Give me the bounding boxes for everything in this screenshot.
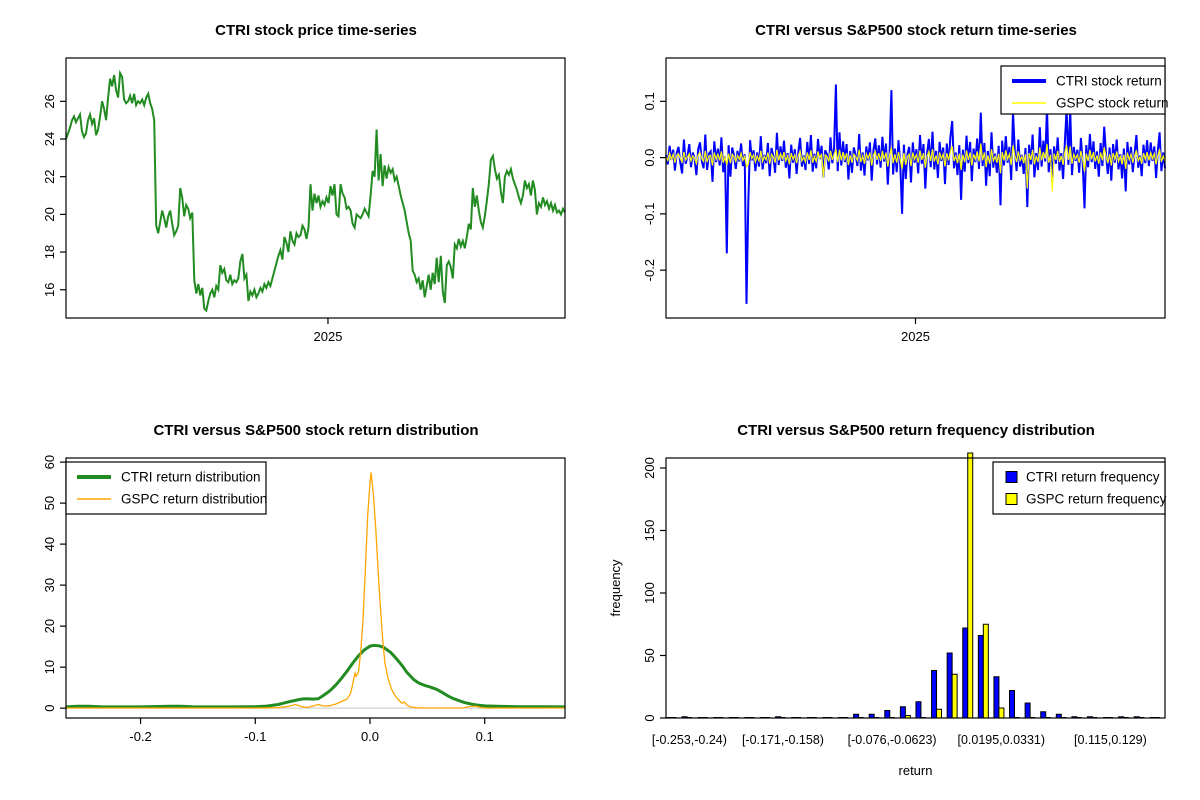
chart-title-frequency: CTRI versus S&P500 return frequency dist… — [737, 422, 1095, 439]
legend-label-1: GSPC stock return — [1056, 96, 1169, 111]
legend-key-box-1 — [1005, 493, 1018, 505]
y-tick-label: 16 — [42, 283, 57, 297]
series-line-1 — [665, 143, 1166, 192]
bin-label: [-0.171,-0.158) — [742, 733, 824, 747]
y-tick-label: 0.0 — [642, 149, 657, 167]
panel-price-timeseries: CTRI stock price time-series 16 18 20 22 24 2… — [0, 0, 600, 400]
bar-gspc-bin17 — [936, 708, 943, 719]
panel-background — [0, 400, 600, 800]
chart-title-price: CTRI stock price time-series — [215, 22, 417, 39]
legend-label-1: GSPC return frequency — [1026, 492, 1167, 507]
chart-title-returns: CTRI versus S&P500 stock return time-ser… — [755, 22, 1077, 39]
x-tick-label: 0.1 — [476, 729, 494, 744]
return-distribution-chart: 0 10 20 30 40 50 60 -0.2 -0.1 0.0 0.1 CTRI return d… — [0, 400, 600, 800]
bar-gspc-bin21 — [998, 707, 1005, 719]
y-tick-label: -0.2 — [642, 259, 657, 281]
y-tick-label: 20 — [42, 207, 57, 221]
legend: CTRI stock return GSPC stock return — [1000, 65, 1169, 115]
return-frequency-chart: 0 50 100 150 200 [-0.253,-0.24) [-0.171,-0.158… — [600, 400, 1200, 800]
plot-box — [65, 457, 566, 719]
y-tick-label: 150 — [642, 520, 657, 542]
bar-ctri-bin18 — [946, 652, 953, 719]
bar-ctri-bin19 — [962, 627, 969, 719]
bar-ctri-bin22 — [1009, 690, 1016, 719]
legend-box — [65, 461, 267, 515]
y-tick-label: 18 — [42, 245, 57, 259]
y-tick-label: 20 — [42, 619, 57, 633]
x-axis-label: return — [899, 763, 933, 778]
x-tick-label: 0.0 — [361, 729, 379, 744]
x-tick-label: -0.2 — [129, 729, 151, 744]
y-tick-label: 50 — [642, 648, 657, 662]
legend-box — [1000, 65, 1166, 115]
y-tick-label: 30 — [42, 578, 57, 592]
series-line-0 — [65, 69, 566, 313]
legend: CTRI return frequency GSPC return frequen… — [992, 461, 1167, 515]
return-timeseries-chart: -0.2 -0.1 0.0 0.1 2025 CTRI stock return GSPC … — [600, 0, 1200, 400]
bar-gspc-bin18 — [951, 673, 958, 719]
y-tick-label: 0 — [42, 705, 57, 712]
y-tick-label: 60 — [42, 455, 57, 469]
plot-box — [665, 457, 1166, 719]
x-tick-label: -0.1 — [244, 729, 266, 744]
bar-gspc-bin19 — [967, 452, 974, 719]
bin-label: [-0.253,-0.24) — [652, 733, 727, 747]
y-axis-label: frequency — [608, 559, 623, 617]
legend-key-box-0 — [1005, 471, 1018, 483]
y-tick-label: 26 — [42, 94, 57, 108]
bar-ctri-bin20 — [977, 635, 984, 719]
bin-label: [0.115,0.129) — [1074, 733, 1147, 747]
bar-ctri-bin16 — [915, 701, 922, 719]
y-tick-label: 22 — [42, 169, 57, 183]
legend-label-0: CTRI return distribution — [121, 470, 261, 485]
series-line-0 — [65, 643, 566, 709]
panel-return-frequency: CTRI versus S&P500 return frequency dist… — [600, 400, 1200, 800]
panel-return-timeseries: CTRI versus S&P500 stock return time-ser… — [600, 0, 1200, 400]
bin-label: [-0.076,-0.0623) — [848, 733, 937, 747]
bar-ctri-bin14 — [884, 710, 891, 719]
y-tick-label: 200 — [642, 457, 657, 479]
bar-ctri-bin15 — [899, 706, 906, 719]
panel-background — [600, 0, 1200, 400]
bar-gspc-bin20 — [982, 623, 989, 719]
x-tick-label: 2025 — [901, 329, 930, 344]
y-tick-label: 40 — [42, 537, 57, 551]
bar-ctri-bin24 — [1040, 711, 1047, 719]
y-tick-label: 50 — [42, 496, 57, 510]
legend: CTRI return distribution GSPC return dist… — [65, 461, 267, 515]
legend-label-0: CTRI stock return — [1056, 74, 1162, 89]
legend-label-1: GSPC return distribution — [121, 492, 267, 507]
legend-label-0: CTRI return frequency — [1026, 470, 1160, 485]
y-tick-label: 0 — [642, 714, 657, 721]
y-tick-label: 10 — [42, 660, 57, 674]
y-tick-label: 0.1 — [642, 92, 657, 110]
bar-ctri-bin17 — [931, 670, 938, 719]
chart-title-distribution: CTRI versus S&P500 stock return distribu… — [153, 422, 479, 439]
x-tick-label: 2025 — [314, 329, 343, 344]
bar-ctri-bin21 — [993, 676, 1000, 719]
bin-label: [0.0195,0.0331) — [957, 733, 1045, 747]
y-tick-label: 24 — [42, 132, 57, 146]
series-line-1 — [66, 472, 565, 709]
panel-background — [0, 0, 600, 400]
y-tick-label: -0.1 — [642, 203, 657, 225]
y-tick-label: 100 — [642, 582, 657, 604]
legend-box — [992, 461, 1166, 515]
plot-box — [65, 57, 566, 319]
bar-ctri-bin23 — [1024, 702, 1031, 719]
panel-return-distribution: CTRI versus S&P500 stock return distribu… — [0, 400, 600, 800]
price-timeseries-chart: 16 18 20 22 24 26 2025 — [0, 0, 600, 400]
